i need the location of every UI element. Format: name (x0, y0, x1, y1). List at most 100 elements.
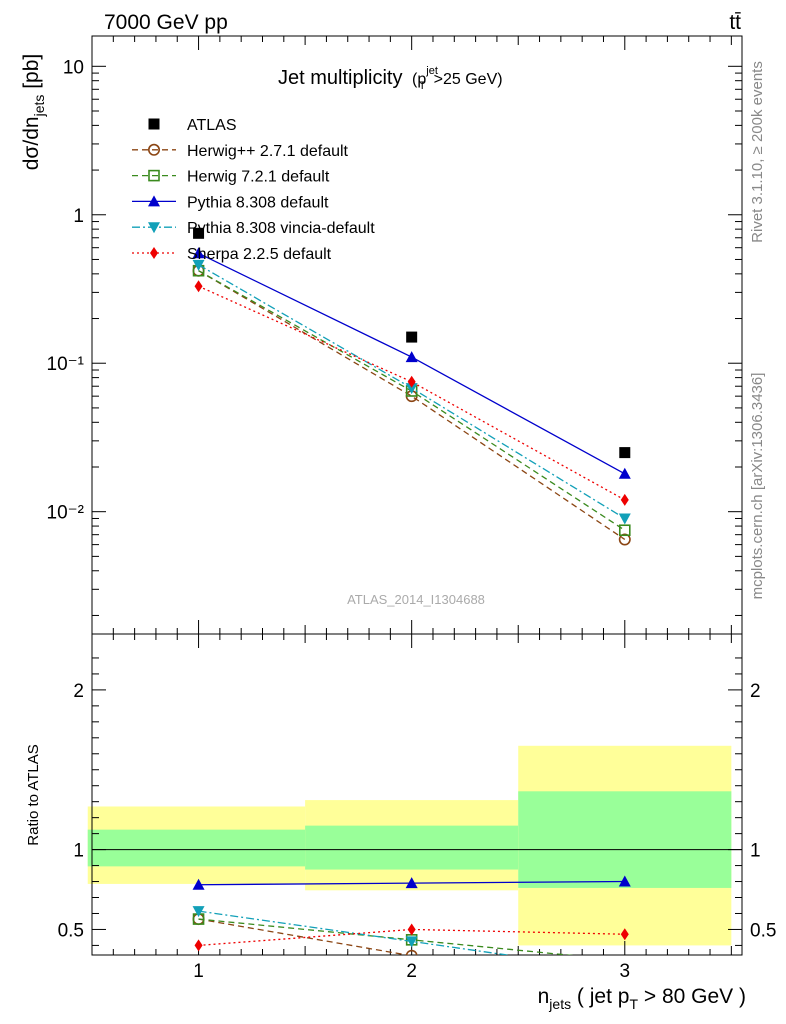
series-sherpa-2-2-5-default (194, 280, 629, 506)
legend-item-atlas: ATLAS (148, 117, 237, 134)
ratio-point-pythia-8-308-default (618, 875, 631, 887)
ratio-y-tick-label: 2 (73, 681, 84, 702)
data-point-sherpa-2-2-5-default (620, 493, 629, 506)
ratio-point-herwig-2-7-1-default (405, 949, 418, 955)
xlabel-mid: ( jet p (571, 985, 629, 1008)
legend: ATLAS Herwig++ 2.7.1 default Herwig 7.2.1 … (132, 117, 375, 263)
legend-label: ATLAS (187, 117, 237, 134)
data-point-pythia-8-308-vincia-default (618, 513, 631, 525)
ratio-y-tick-label: 0.5 (58, 920, 84, 941)
main-title-p: p (417, 71, 426, 88)
main-title-paren: ( (412, 71, 418, 88)
ratio-series-sherpa-2-2-5-default (194, 923, 629, 952)
xlabel-rest: > 80 GeV ) (638, 985, 746, 1008)
legend-marker (148, 222, 160, 234)
legend-marker (148, 143, 161, 156)
legend-label: Sherpa 2.2.5 default (187, 246, 332, 263)
ratio-band-green-1 (87, 829, 306, 867)
x-tick-label: 3 (619, 961, 630, 982)
legend-marker (150, 247, 158, 259)
rivet-label: Rivet 3.1.10, ≥ 200k events (749, 61, 766, 243)
data-point-sherpa-2-2-5-default (194, 280, 203, 293)
ratio-point-pythia-8-308-vincia-default (192, 906, 205, 918)
ratio-y-tick-label-right: 1 (750, 841, 761, 862)
ratio-point-sherpa-2-2-5-default (194, 939, 203, 952)
main-y-tick-label: 10 (63, 57, 84, 78)
ratio-point-pythia-8-308-vincia-default (405, 936, 418, 948)
main-y-tick-label: 10⁻² (47, 503, 85, 524)
data-point-herwig-7-2-1-default (618, 524, 631, 537)
process-label: tt̄ (729, 11, 741, 34)
energy-label: 7000 GeV pp (104, 11, 228, 34)
legend-item-pythia-8-308-vincia-default: Pythia 8.308 vincia-default (132, 220, 375, 237)
analysis-watermark: ATLAS_2014_I1304688 (347, 592, 485, 607)
main-ylabel-unit: [pb] (20, 54, 43, 95)
x-tick-label: 2 (406, 961, 417, 982)
series-line-herwig-2-7-1-default (198, 270, 626, 540)
main-title-rest: >25 GeV) (434, 71, 503, 88)
ratio-axis-ticks: 2 2 1 1 0.5 0.5 1 2 3 (58, 633, 776, 982)
main-axis-ticks: 10 1 10⁻¹ 10⁻² (47, 35, 743, 635)
series-herwig-2-7-1-default (192, 264, 631, 546)
data-point-sherpa-2-2-5-default (407, 375, 416, 388)
main-y-tick-label: 10⁻¹ (47, 354, 85, 375)
series-atlas (193, 227, 631, 459)
ratio-point-sherpa-2-2-5-default (407, 923, 416, 936)
ratio-point-sherpa-2-2-5-default (620, 928, 629, 941)
xlabel-sub: jets (548, 996, 571, 1012)
xlabel-sub2: T (629, 996, 638, 1012)
legend-marker (148, 195, 160, 207)
series-line-pythia-8-308-default (198, 252, 626, 475)
series-line-herwig-7-2-1-default (198, 270, 626, 531)
main-panel: ATLAS_2014_I1304688 Jet multiplicity (pj… (20, 35, 743, 635)
ratio-band-green-2 (305, 825, 519, 870)
x-tick-label: 1 (193, 961, 204, 982)
data-point-atlas (406, 331, 418, 343)
x-axis-label: njets ( jet pT > 80 GeV ) (538, 985, 746, 1012)
data-point-pythia-8-308-vincia-default (192, 259, 205, 271)
ratio-bands (87, 745, 742, 946)
ratio-point-pythia-8-308-default (405, 877, 418, 889)
legend-label: Herwig 7.2.1 default (187, 169, 330, 186)
ratio-panel: 2 2 1 1 0.5 0.5 1 2 3 Ratio to ATLAS njets ( jet… (25, 633, 776, 1012)
ratio-series-clip (192, 875, 631, 955)
main-title-text: Jet multiplicity (278, 67, 402, 89)
data-point-pythia-8-308-default (405, 351, 418, 363)
legend-marker (148, 118, 160, 130)
svg-text:dσ/dnjets [pb]: dσ/dnjets [pb] (20, 54, 47, 171)
ratio-ylabel: Ratio to ATLAS (25, 744, 42, 845)
series-line-sherpa-2-2-5-default (198, 285, 626, 501)
legend-label: Herwig++ 2.7.1 default (187, 143, 349, 160)
legend-item-sherpa-2-2-5-default: Sherpa 2.2.5 default (132, 246, 332, 263)
ratio-line-sherpa-2-2-5-default (198, 928, 625, 947)
ratio-series-group (192, 875, 631, 955)
main-title-sub: T (419, 80, 426, 92)
ratio-line-herwig-2-7-1-default (198, 918, 411, 955)
main-title-sup: jet (425, 65, 438, 77)
series-pythia-8-308-vincia-default (192, 259, 631, 525)
legend-label: Pythia 8.308 default (187, 194, 329, 211)
main-series-group (192, 227, 631, 546)
ratio-point-pythia-8-308-default (192, 878, 205, 890)
data-point-herwig-2-7-1-default (618, 533, 631, 546)
main-ylabel-sub: jets (31, 95, 47, 118)
ratio-band-green-3 (518, 791, 732, 888)
series-pythia-8-308-default (192, 247, 631, 479)
ratio-series-pythia-8-308-default (192, 875, 631, 890)
xlabel-main: n (538, 985, 550, 1008)
legend-marker (148, 169, 160, 182)
legend-item-herwig-2-7-1-default: Herwig++ 2.7.1 default (132, 143, 349, 160)
ratio-y-tick-label: 1 (73, 841, 84, 862)
source-label: mcplots.cern.ch [arXiv:1306.3436] (749, 373, 766, 600)
data-point-atlas (619, 447, 631, 459)
data-point-pythia-8-308-default (618, 467, 631, 479)
data-point-pythia-8-308-default (192, 247, 205, 259)
ratio-series-pythia-8-308-vincia-default (192, 906, 512, 955)
main-title: Jet multiplicity (pjet T >25 GeV) (278, 65, 503, 92)
data-point-atlas (193, 227, 205, 239)
legend-item-pythia-8-308-default: Pythia 8.308 default (132, 194, 329, 211)
ratio-y-tick-label-right: 0.5 (750, 920, 776, 941)
legend-label: Pythia 8.308 vincia-default (187, 220, 375, 237)
main-ylabel: dσ/dnjets [pb] (20, 54, 47, 171)
